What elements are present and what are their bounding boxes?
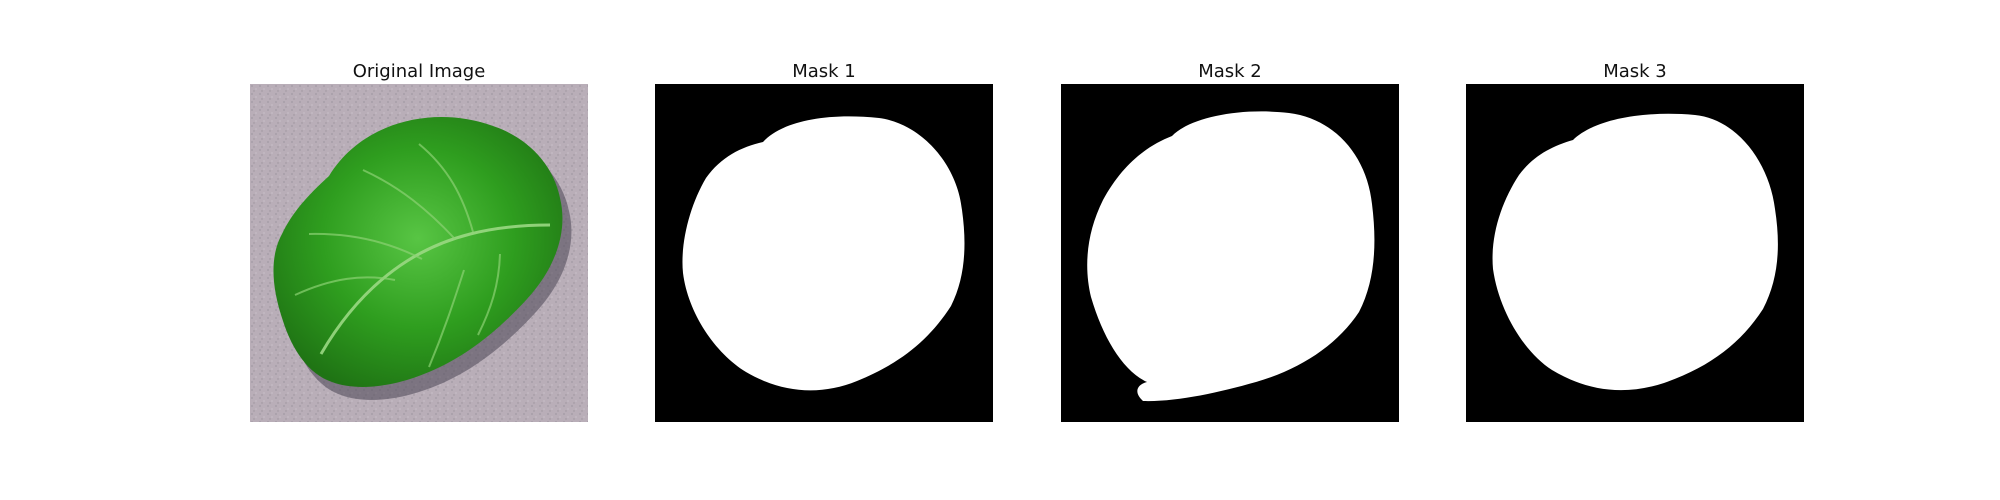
mask-1-title: Mask 1	[792, 61, 856, 82]
mask-1-image	[655, 84, 993, 422]
mask-3-title: Mask 3	[1603, 61, 1667, 82]
mask-2-title: Mask 2	[1198, 61, 1262, 82]
original-image	[250, 84, 588, 422]
original-image-title: Original Image	[352, 61, 486, 82]
mask-2-image	[1061, 84, 1399, 422]
mask-3-image	[1466, 84, 1804, 422]
